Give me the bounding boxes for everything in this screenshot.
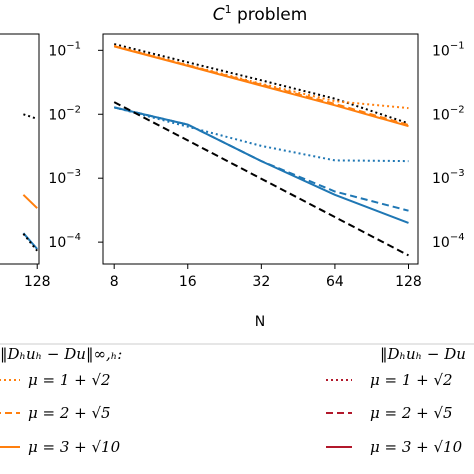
left-legend-label: μ = 2 + √5 <box>28 404 111 422</box>
series-line-6 <box>113 106 409 212</box>
y-tick-label: 10−4 <box>432 232 465 251</box>
x-tick-label: 16 <box>179 274 197 290</box>
legend-entries: μ = 1 + √2 μ = 2 + √5 μ = 3 + √10 μ = 1 + √… <box>0 371 463 456</box>
series-line-8 <box>113 101 409 257</box>
series-line-1 <box>23 113 38 120</box>
right-legend-label: μ = 1 + √2 <box>370 371 453 389</box>
right-legend-label: μ = 3 + √10 <box>370 438 463 456</box>
series-line-5 <box>113 106 409 163</box>
chart-title: C1 problem <box>213 3 308 25</box>
series-line-4 <box>113 45 409 128</box>
series-line-4 <box>22 233 38 252</box>
left-panel-plot: 128 <box>22 113 51 290</box>
left-panel-frame <box>0 33 40 265</box>
y-tick-label: 10−4 <box>48 232 81 251</box>
y-tick-label: 10−3 <box>48 168 81 187</box>
right-legend-label: μ = 2 + √5 <box>370 404 453 422</box>
legend-right-heading: ‖Dₕuₕ − Du <box>380 345 466 363</box>
y-tick-label: 10−1 <box>48 40 81 59</box>
x-tick-label: 32 <box>252 274 270 290</box>
y-tick-label: 10−2 <box>48 104 81 123</box>
x-axis-label: N <box>255 314 265 330</box>
x-tick-label: 64 <box>326 274 344 290</box>
y-tick-label: 10−1 <box>432 40 465 59</box>
legend-left-heading: ‖Dₕuₕ − Du‖∞,ₕ: <box>0 345 122 363</box>
y-tick-label: 10−2 <box>432 104 465 123</box>
x-tick-label: 128 <box>24 274 51 290</box>
y-tick-label: 10−3 <box>432 168 465 187</box>
x-tick-label: 128 <box>395 274 422 290</box>
series-line-1 <box>113 43 409 125</box>
series-line-7 <box>113 106 409 224</box>
series-line-2 <box>22 194 38 209</box>
middle-panel-frame <box>102 33 419 265</box>
x-tick-label: 8 <box>110 274 119 290</box>
legend-box <box>0 343 474 474</box>
left-legend-label: μ = 3 + √10 <box>28 438 121 456</box>
right-panel-axis: 10−4 10−3 10−2 10−1 <box>432 40 465 251</box>
middle-panel-plot: 8 16 32 64 128 10−4 10−3 10−2 10−1 <box>48 40 421 290</box>
left-legend-label: μ = 1 + √2 <box>28 371 111 389</box>
